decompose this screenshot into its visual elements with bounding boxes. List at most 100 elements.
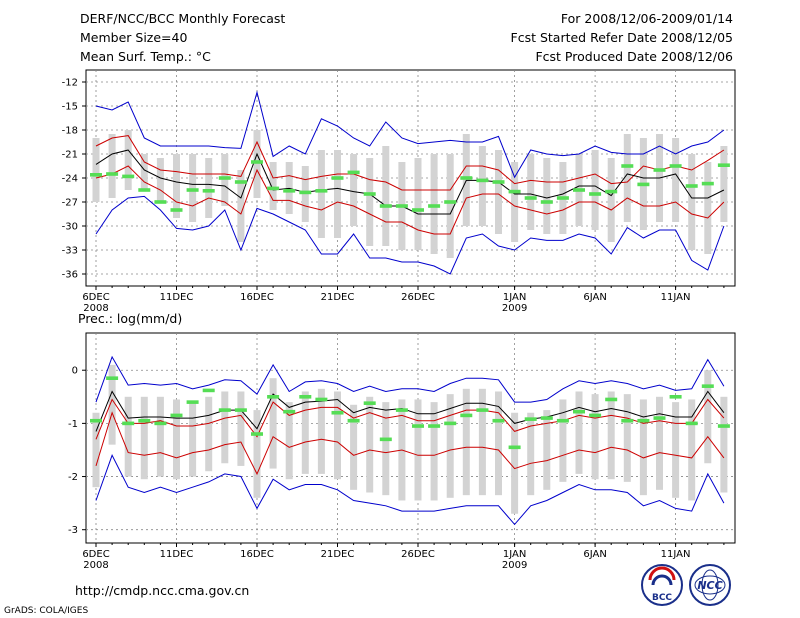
member-range-bar: [285, 402, 293, 480]
member-range-bar: [623, 134, 631, 222]
member-range-bar: [334, 150, 341, 238]
member-range-bar: [124, 396, 132, 477]
member-range-bar: [140, 154, 148, 190]
member-range-bar: [350, 154, 358, 226]
observed-marker: [460, 413, 473, 418]
series-line-p75: [95, 135, 725, 191]
observed-marker: [154, 421, 167, 426]
observed-marker: [267, 186, 280, 191]
observed-marker: [379, 437, 392, 442]
member-range-bar: [317, 388, 325, 474]
member-range-bar: [688, 154, 696, 250]
observed-marker: [122, 421, 135, 426]
x-tick-label: 6JAN: [583, 549, 606, 560]
observed-marker: [122, 174, 135, 179]
x-tick-label: 1JAN: [503, 292, 526, 303]
observed-marker: [234, 180, 247, 184]
observed-marker: [492, 418, 505, 423]
y-tick-label: -27: [62, 198, 78, 209]
member-range-bar: [269, 162, 277, 210]
y-tick-label: 0: [72, 366, 78, 377]
member-range-bar: [511, 162, 519, 242]
member-range-bar: [527, 154, 535, 230]
x-tick-label: 1JAN: [503, 549, 526, 560]
member-range-bar: [92, 138, 100, 202]
member-range-bar: [478, 146, 486, 226]
observed-marker: [315, 397, 328, 402]
y-tick-label: -30: [62, 222, 78, 233]
member-range-bar: [173, 154, 180, 218]
series-line-p75: [95, 398, 725, 440]
y-tick-label: -15: [62, 102, 78, 113]
member-range-bar: [446, 394, 454, 498]
y-tick-label: -21: [62, 150, 78, 161]
member-range-bar: [350, 404, 358, 490]
y-tick-label: -1: [68, 419, 78, 430]
x-tick-label: 16DEC: [240, 549, 274, 560]
observed-marker: [637, 418, 650, 423]
observed-marker: [218, 176, 231, 180]
member-range-bar: [366, 396, 374, 493]
observed-marker: [556, 418, 569, 423]
x-tick-year-label: 2009: [502, 560, 527, 571]
observed-marker: [395, 408, 408, 412]
observed-marker: [251, 160, 263, 164]
forecast-period-label: For 2008/12/06-2009/01/14: [560, 11, 733, 26]
x-tick-label: 11DEC: [160, 292, 194, 303]
member-range-bar: [221, 154, 229, 206]
y-tick-label: -12: [62, 78, 78, 89]
x-tick-label: 11DEC: [160, 549, 194, 560]
member-range-bar: [253, 130, 261, 198]
observed-marker: [669, 164, 682, 168]
member-range-bar: [623, 394, 631, 482]
observed-marker: [573, 409, 585, 414]
observed-marker: [202, 189, 215, 193]
observed-marker: [476, 408, 489, 412]
member-range-bar: [495, 391, 502, 496]
member-range-bar: [205, 158, 213, 218]
member-range-bar: [140, 396, 148, 480]
x-tick-label: 26DEC: [401, 549, 435, 560]
x-tick-label: 21DEC: [321, 549, 355, 560]
member-range-bar: [205, 396, 213, 472]
member-range-bar: [543, 158, 551, 234]
source-url[interactable]: http://cmdp.ncc.cma.gov.cn: [75, 583, 250, 598]
member-range-bar: [173, 399, 180, 480]
member-range-bar: [462, 388, 470, 496]
observed-marker: [347, 170, 360, 175]
member-range-bar: [543, 410, 551, 490]
observed-marker: [186, 188, 199, 192]
observed-marker: [573, 188, 585, 192]
observed-marker: [251, 432, 263, 436]
member-range-bar: [108, 134, 116, 198]
observed-marker: [653, 416, 666, 420]
precip-variable-label: Prec.: log(mm/d): [78, 311, 183, 326]
member-range-bar: [704, 162, 712, 254]
observed-marker: [218, 408, 231, 412]
observed-marker: [283, 189, 296, 193]
member-range-bar: [446, 154, 454, 258]
member-range-bar: [382, 402, 390, 496]
observed-marker: [299, 190, 312, 195]
observed-marker: [556, 196, 569, 200]
observed-marker: [717, 163, 730, 167]
observed-marker: [283, 409, 296, 414]
member-range-bar: [591, 394, 599, 480]
member-range-bar: [672, 402, 680, 498]
member-range-bar: [414, 399, 422, 501]
observed-marker: [363, 192, 376, 196]
member-range-bar: [317, 150, 325, 238]
observed-marker: [331, 410, 344, 415]
member-range-bar: [559, 399, 567, 482]
observed-marker: [379, 204, 392, 208]
member-range-bar: [656, 396, 663, 490]
series-line-mean: [95, 390, 725, 432]
observed-marker: [138, 418, 151, 423]
series-line-max: [95, 355, 725, 403]
observed-marker: [524, 417, 537, 421]
y-tick-label: -3: [68, 525, 78, 536]
member-range-bar: [527, 412, 535, 496]
observed-marker: [331, 176, 344, 180]
